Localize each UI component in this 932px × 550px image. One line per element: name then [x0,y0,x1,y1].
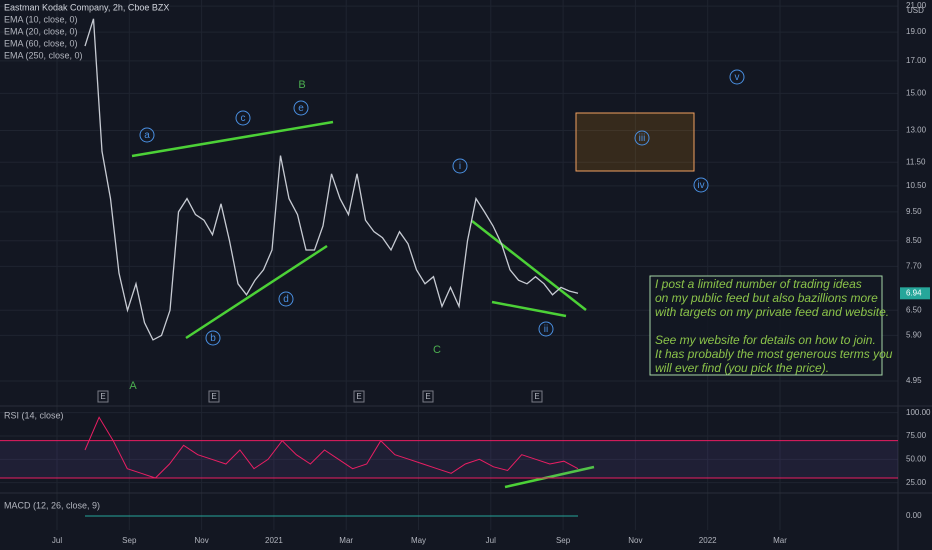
wave-label: e [298,103,304,114]
wave-label: c [241,113,246,124]
wave-circle [205,330,221,346]
indicator-legend: EMA (250, close, 0) [4,50,83,60]
trend-line [491,300,567,318]
event-marker [97,390,109,403]
y-tick-label: 7.70 [906,261,922,270]
note-line: It has probably the most generous terms … [655,347,893,361]
rsi-band [0,440,898,478]
degree-label: C [433,344,441,356]
x-tick-label: May [411,536,426,545]
wave-circle [235,110,251,126]
degree-label: B [298,79,305,91]
y-tick-label: 8.50 [906,236,922,245]
event-marker [208,390,220,403]
y-tick-label: 6.50 [906,305,922,314]
wave-circle [278,291,294,307]
event-label: E [425,392,430,401]
macd-title: MACD (12, 26, close, 9) [4,500,100,510]
rsi-title: RSI (14, close) [4,410,64,420]
note-line: will ever find (you pick the price). [655,361,829,375]
currency: USD [907,6,924,15]
indicator-legend: EMA (60, close, 0) [4,38,78,48]
event-marker [531,390,543,403]
y-tick-label: 13.00 [906,126,927,135]
x-tick-label: Nov [194,536,208,545]
y-tick-label: 17.00 [906,56,927,65]
event-label: E [211,392,216,401]
x-tick-label: Nov [628,536,642,545]
trend-line [504,465,595,489]
target-box [575,112,695,172]
wave-label: d [283,294,289,305]
indicator-legend: EMA (10, close, 0) [4,14,78,24]
y-tick-label: 4.95 [906,376,922,385]
x-tick-label: 2021 [265,536,283,545]
wave-label: v [735,72,740,83]
event-marker [422,390,434,403]
x-tick-label: Sep [556,536,571,545]
wave-circle [634,130,650,146]
event-marker [353,390,365,403]
trend-line [131,120,334,158]
price-line [84,18,579,341]
rsi-line [84,416,579,479]
note-line: on my public feed but also bazillions mo… [655,291,878,305]
wave-circle [293,100,309,116]
y-tick-label: 9.50 [906,207,922,216]
y-tick-label: 11.50 [906,157,926,166]
y-tick-label: 25.00 [906,478,927,487]
y-tick-label: 50.00 [906,454,927,463]
wave-label: b [210,333,216,344]
y-tick-label: 19.00 [906,27,927,36]
note-line: with targets on my private feed and webs… [655,305,889,319]
event-label: E [534,392,539,401]
last-price-label: 6.94 [906,288,922,297]
wave-circle [729,69,745,85]
note-line: I post a limited number of trading ideas [655,277,862,291]
y-tick-label: 0.00 [906,511,922,520]
wave-circle [452,158,468,174]
wave-circle [693,177,709,193]
indicator-legend: EMA (20, close, 0) [4,26,78,36]
wave-label: a [144,130,150,141]
trend-line [471,220,587,311]
x-tick-label: 2022 [699,536,717,545]
y-tick-label: 15.00 [906,88,927,97]
y-tick-label: 21.00 [906,1,927,10]
event-label: E [100,392,105,401]
symbol-title: Eastman Kodak Company, 2h, Cboe BZX [4,2,169,12]
y-tick-label: 75.00 [906,431,927,440]
wave-label: i [459,161,461,172]
degree-label: A [129,380,137,392]
y-tick-label: 5.90 [906,331,922,340]
y-tick-label: 10.50 [906,181,927,190]
event-label: E [356,392,361,401]
x-tick-label: Mar [773,536,787,545]
x-tick-label: Mar [339,536,353,545]
y-tick-label: 100.00 [906,408,931,417]
x-tick-label: Jul [52,536,62,545]
note-line: See my website for details on how to joi… [655,333,876,347]
note-box [649,275,883,376]
last-price-badge [900,287,930,300]
trend-line [185,244,328,340]
wave-label: iii [639,133,646,144]
wave-circle [538,321,554,337]
x-tick-label: Jul [486,536,496,545]
wave-label: ii [544,324,548,335]
x-tick-label: Sep [122,536,137,545]
wave-label: iv [697,180,704,191]
wave-circle [139,127,155,143]
